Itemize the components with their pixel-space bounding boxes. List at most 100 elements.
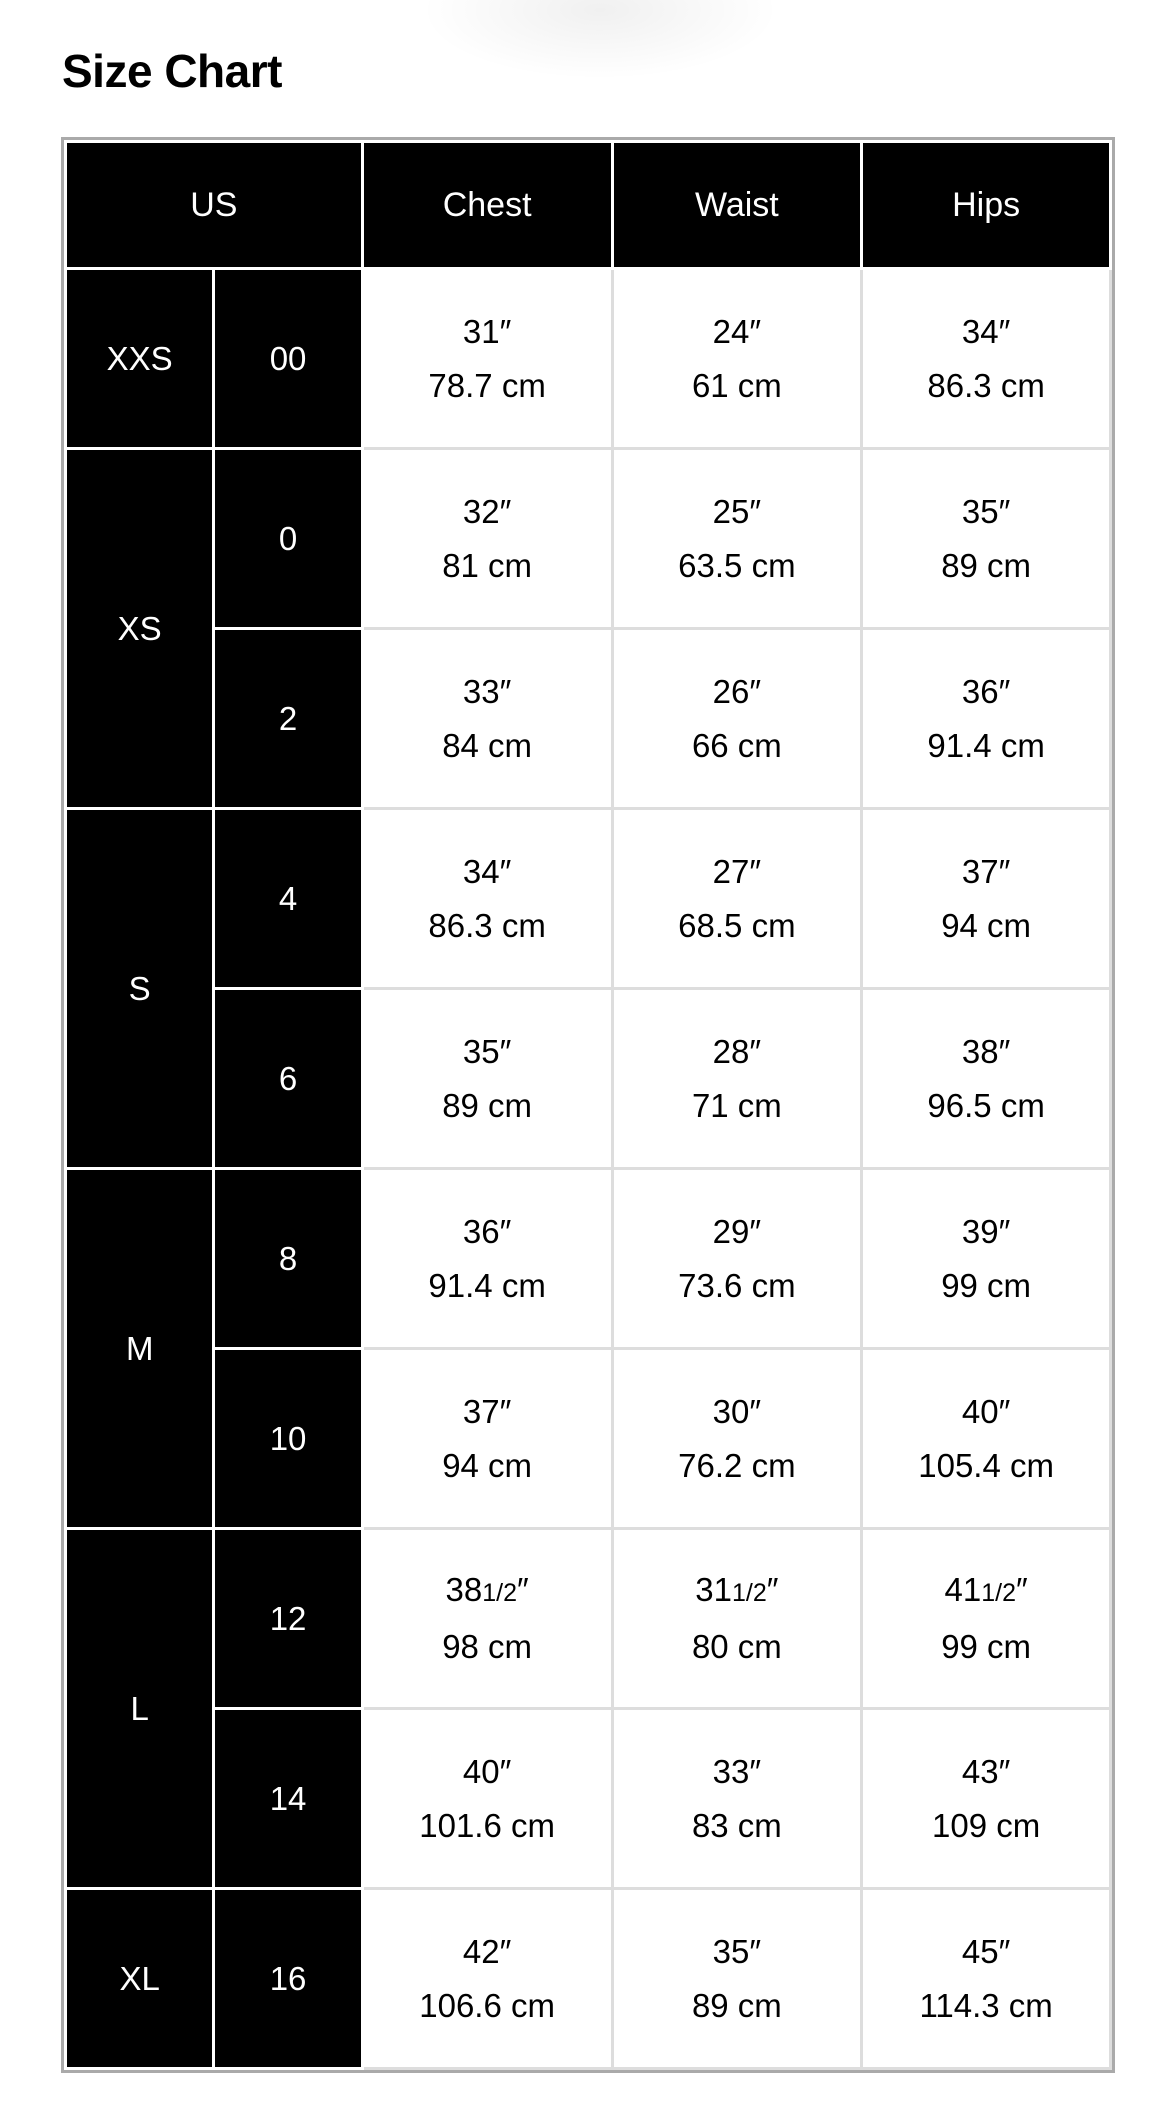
size-group-label: XL <box>63 1887 216 2070</box>
us-size-label: 14 <box>212 1707 364 1890</box>
hips-inches: 40″ <box>863 1385 1109 1439</box>
waist-cell: 29″ 73.6 cm <box>610 1167 864 1350</box>
table-row: 14 40″ 101.6 cm 33″ 83 cm 43″ 109 cm <box>66 1707 1112 1890</box>
waist-centimeters: 61 cm <box>691 366 782 404</box>
waist-cell: 27″ 68.5 cm <box>610 807 864 990</box>
hips-inches: 35″ <box>863 485 1109 539</box>
chest-inches: 33″ <box>364 665 611 719</box>
chest-inches: 37″ <box>364 1385 611 1439</box>
inch-mark: ″ <box>998 672 1011 710</box>
inches-value: 31 <box>462 312 500 350</box>
inches-value: 43 <box>961 1752 999 1790</box>
inches-value: 38 <box>961 1032 999 1070</box>
inch-mark: ″ <box>517 1571 529 1608</box>
inch-mark: ″ <box>749 312 762 350</box>
inch-mark: ″ <box>499 492 512 530</box>
inches-value: 37 <box>462 1392 500 1430</box>
header-us: US <box>64 140 364 270</box>
hips-cell: 411/2″ 99 cm <box>860 1527 1112 1710</box>
inches-value: 28 <box>712 1032 750 1070</box>
size-chart-table-frame: US Chest Waist Hips XXS 00 31″ 78.7 cm 24″ 61… <box>61 137 1115 2073</box>
chest-cell: 36″ 91.4 cm <box>360 1167 614 1350</box>
hips-cell: 38″ 96.5 cm <box>860 987 1112 1170</box>
us-size-label: 6 <box>212 987 364 1170</box>
us-size-label: 2 <box>212 627 364 810</box>
inches-value: 34 <box>961 312 999 350</box>
waist-inches: 33″ <box>614 1745 861 1799</box>
table-row: 10 37″ 94 cm 30″ 76.2 cm 40″ 105.4 cm <box>66 1347 1112 1530</box>
hips-centimeters: 114.3 cm <box>919 1986 1053 2024</box>
inches-value: 42 <box>462 1932 500 1970</box>
inches-value: 32 <box>462 492 500 530</box>
inches-value: 27 <box>712 852 750 890</box>
inches-value: 29 <box>712 1212 750 1250</box>
inch-mark: ″ <box>1016 1571 1028 1608</box>
inch-mark: ″ <box>499 1032 512 1070</box>
inch-mark: ″ <box>499 1932 512 1970</box>
hips-inches: 37″ <box>863 845 1109 899</box>
waist-centimeters: 73.6 cm <box>678 1266 796 1304</box>
waist-centimeters: 71 cm <box>691 1086 782 1124</box>
inch-mark: ″ <box>499 852 512 890</box>
waist-centimeters: 80 cm <box>691 1628 782 1665</box>
hips-cell: 39″ 99 cm <box>860 1167 1112 1350</box>
table-row: M 8 36″ 91.4 cm 29″ 73.6 cm 39″ 99 cm <box>63 1167 1112 1530</box>
table-row: XL 16 42″ 106.6 cm 35″ 89 cm 45″ 114.3 cm <box>63 1887 1112 2070</box>
inches-value: 39 <box>961 1212 999 1250</box>
hips-inches: 43″ <box>863 1745 1109 1799</box>
hips-centimeters: 91.4 cm <box>927 726 1045 764</box>
chest-inches: 381/2″ <box>364 1563 611 1620</box>
chest-cell: 40″ 101.6 cm <box>360 1707 614 1890</box>
size-group-label: L <box>63 1527 216 1890</box>
chest-cell: 34″ 86.3 cm <box>360 807 614 990</box>
us-size-label: 8 <box>212 1167 364 1350</box>
inches-value: 36 <box>462 1212 500 1250</box>
size-group-label: XS <box>63 447 216 810</box>
size-group-label: M <box>63 1167 216 1530</box>
size-group-label: XXS <box>63 267 216 450</box>
us-size-label: 16 <box>212 1887 364 2070</box>
chest-cell: 31″ 78.7 cm <box>360 267 614 450</box>
chest-cell: 35″ 89 cm <box>360 987 614 1170</box>
hips-cell: 34″ 86.3 cm <box>860 267 1112 450</box>
hips-inches: 411/2″ <box>863 1563 1109 1620</box>
table-row: S 4 34″ 86.3 cm 27″ 68.5 cm 37″ 94 cm <box>63 807 1112 1170</box>
inches-value: 26 <box>712 672 750 710</box>
hips-cell: 36″ 91.4 cm <box>860 627 1112 810</box>
hips-inches: 36″ <box>863 665 1109 719</box>
table-row: 2 33″ 84 cm 26″ 66 cm 36″ 91.4 cm <box>66 627 1112 810</box>
chest-centimeters: 78.7 cm <box>428 366 546 404</box>
waist-inches: 27″ <box>614 845 861 899</box>
table-row: XS 0 32″ 81 cm 25″ 63.5 cm 35″ 89 cm <box>63 447 1112 810</box>
chest-inches: 34″ <box>364 845 611 899</box>
inches-value: 30 <box>712 1392 750 1430</box>
hips-cell: 45″ 114.3 cm <box>860 1887 1112 2070</box>
inch-mark: ″ <box>998 1932 1011 1970</box>
inches-value: 33 <box>712 1752 750 1790</box>
waist-centimeters: 89 cm <box>691 1986 782 2024</box>
hips-centimeters: 89 cm <box>941 546 1032 584</box>
inch-mark: ″ <box>998 1752 1011 1790</box>
inch-mark: ″ <box>998 1392 1011 1430</box>
header-waist: Waist <box>610 140 864 270</box>
hips-centimeters: 96.5 cm <box>927 1086 1045 1124</box>
waist-cell: 311/2″ 80 cm <box>610 1527 864 1710</box>
waist-centimeters: 83 cm <box>691 1806 782 1844</box>
size-chart-table: US Chest Waist Hips XXS 00 31″ 78.7 cm 24″ 61… <box>63 140 1112 2070</box>
decorative-shadow <box>420 0 780 80</box>
hips-centimeters: 105.4 cm <box>918 1446 1054 1484</box>
inch-mark: ″ <box>499 312 512 350</box>
chest-inches: 36″ <box>364 1205 611 1259</box>
waist-inches: 35″ <box>614 1925 861 1979</box>
hips-cell: 40″ 105.4 cm <box>860 1347 1112 1530</box>
inch-mark: ″ <box>749 1752 762 1790</box>
hips-centimeters: 86.3 cm <box>927 366 1045 404</box>
waist-inches: 24″ <box>614 305 861 359</box>
header-hips: Hips <box>860 140 1112 270</box>
hips-centimeters: 94 cm <box>941 906 1032 944</box>
inches-value: 40 <box>961 1392 999 1430</box>
hips-centimeters: 99 cm <box>941 1628 1032 1665</box>
waist-inches: 28″ <box>614 1025 861 1079</box>
waist-inches: 26″ <box>614 665 861 719</box>
inches-value: 33 <box>462 672 500 710</box>
